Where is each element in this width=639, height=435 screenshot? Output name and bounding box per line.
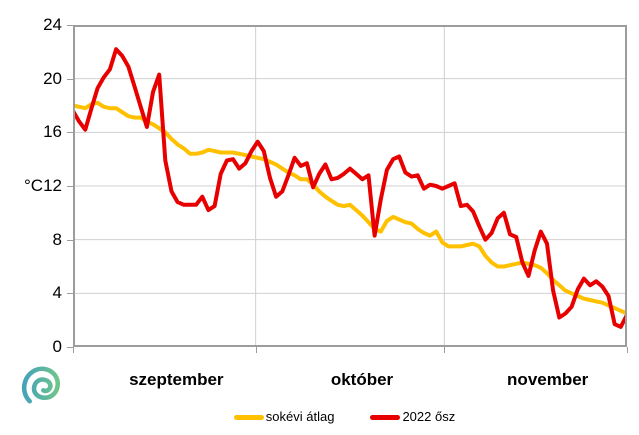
legend-label: sokévi átlag: [265, 409, 335, 424]
chart-legend: sokévi átlag 2022 ősz: [0, 409, 639, 425]
y-tick-label: 8: [52, 229, 62, 249]
legend-item-average: sokévi átlag: [233, 409, 335, 425]
y-tick-mark: [67, 186, 73, 187]
series-line-2022-autumn: [73, 47, 627, 329]
month-label-1: szeptember: [129, 370, 224, 389]
y-tick-label: 24: [43, 15, 62, 34]
x-tick-mark: [444, 347, 446, 353]
y-tick-mark: [67, 78, 73, 80]
y-tick-mark: [67, 347, 73, 348]
spiral-logo-icon: [21, 366, 61, 404]
y-tick-mark: [67, 293, 73, 295]
x-tick-mark: [73, 347, 74, 353]
y-tick-label: 0: [52, 337, 62, 356]
y-tick-label: 4: [52, 283, 62, 303]
legend-label: 2022 ősz: [402, 409, 456, 424]
plot-area: [73, 25, 627, 347]
y-tick-label: 20: [43, 68, 62, 88]
legend-swatch: [370, 414, 401, 420]
legend-swatch: [233, 414, 264, 420]
x-tick-mark: [627, 347, 628, 353]
plot-svg: [73, 25, 627, 347]
x-tick-mark: [255, 347, 257, 353]
month-label-2: október: [330, 370, 394, 389]
spiral-path: [21, 366, 61, 404]
y-tick-label: 16: [43, 122, 62, 142]
legend-item-2022-autumn: 2022 ősz: [370, 409, 455, 425]
y-tick-mark: [67, 239, 73, 241]
month-label-3: november: [507, 370, 589, 389]
y-tick-label: 12: [43, 176, 62, 195]
y-axis-unit-label: °C: [24, 176, 44, 195]
series-line-average: [73, 100, 627, 316]
y-tick-mark: [67, 25, 73, 26]
y-tick-mark: [67, 132, 73, 134]
plot-border: [73, 25, 627, 347]
